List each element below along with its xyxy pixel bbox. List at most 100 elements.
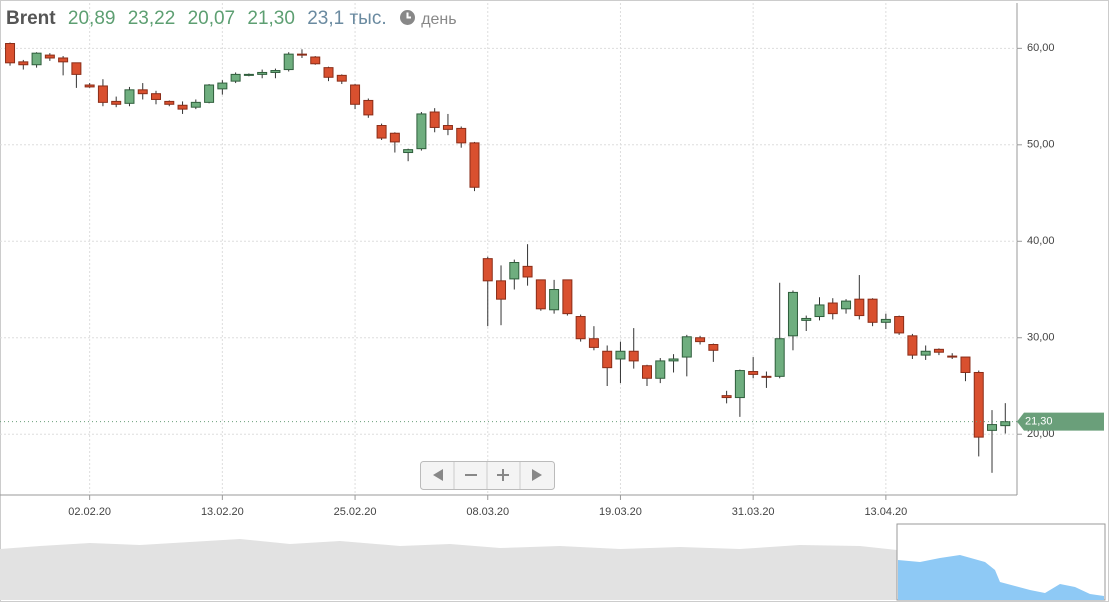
candle-body	[535, 279, 546, 310]
candle-body	[323, 67, 334, 78]
interval-icon[interactable]	[399, 9, 416, 26]
candle-body	[721, 395, 732, 399]
candle-body	[628, 350, 639, 362]
candle-body	[681, 336, 692, 358]
candle-body	[376, 125, 387, 139]
candle-body	[894, 316, 905, 334]
candle-body	[190, 101, 201, 108]
candle-body	[602, 350, 613, 369]
candle-body	[270, 70, 281, 73]
candle-body	[336, 74, 347, 82]
candle-body	[827, 302, 838, 315]
navigator-selection	[898, 555, 1104, 600]
candle-body	[164, 100, 175, 105]
candle-body	[867, 298, 878, 323]
candle-body	[296, 53, 307, 56]
candle-body	[641, 365, 652, 379]
candle-body	[137, 89, 148, 95]
candle-body	[668, 358, 679, 362]
candle-body	[973, 371, 984, 438]
candle-body	[615, 350, 626, 360]
scroll-left-button[interactable]	[433, 469, 443, 481]
candle-body	[522, 265, 533, 278]
y-tick-label: 40,00	[1027, 235, 1055, 247]
candle-body	[429, 111, 440, 128]
y-tick-label: 60,00	[1027, 42, 1055, 54]
candle-body	[482, 258, 493, 282]
last-price-label: 21,30	[1025, 416, 1053, 428]
navigator-area	[0, 539, 897, 600]
candle-body	[363, 99, 374, 116]
symbol: Brent	[6, 8, 56, 29]
candle-body	[58, 57, 69, 63]
candle-body	[243, 73, 254, 76]
candle-body	[416, 113, 427, 150]
candle-body	[84, 84, 95, 88]
candle-body	[283, 53, 294, 71]
candle-body	[310, 56, 321, 65]
candle-body	[734, 370, 745, 399]
candle-body	[456, 127, 467, 144]
last-price-tag	[1017, 412, 1104, 431]
candle-body	[960, 356, 971, 373]
volume: 23,1 тыс.	[307, 8, 387, 29]
candle-body	[389, 132, 400, 143]
candle-body	[907, 335, 918, 356]
interval[interactable]: день	[421, 11, 457, 28]
candle-body	[18, 61, 29, 66]
candle-body	[801, 317, 812, 321]
candle-body	[841, 300, 852, 310]
high-value: 23,22	[127, 8, 176, 29]
candle-body	[987, 424, 998, 431]
candle-body	[350, 84, 361, 105]
candle-body	[44, 54, 55, 59]
candle-body	[230, 73, 241, 82]
x-tick-label: 19.03.20	[599, 506, 642, 518]
candle-body	[549, 289, 560, 311]
x-tick-label: 02.02.20	[68, 506, 111, 518]
candle-body	[31, 52, 42, 66]
low-value: 20,07	[187, 8, 236, 29]
candle-body	[947, 355, 958, 358]
candle-body	[257, 71, 268, 75]
candle-body	[403, 149, 414, 154]
candle-body	[787, 291, 798, 337]
candle-body	[761, 375, 772, 378]
candle-body	[204, 84, 215, 103]
candle-body	[97, 85, 108, 103]
candle-body	[5, 43, 16, 64]
candle-body	[655, 360, 666, 379]
candle-body	[124, 89, 135, 104]
candle-body	[695, 337, 706, 343]
candle-body	[748, 371, 759, 375]
scroll-right-button[interactable]	[532, 469, 542, 481]
x-tick-label: 25.02.20	[334, 506, 377, 518]
zoom-out-button[interactable]	[465, 474, 477, 476]
y-tick-label: 50,00	[1027, 139, 1055, 151]
x-tick-label: 13.04.20	[864, 506, 907, 518]
y-tick-label: 20,00	[1027, 428, 1055, 440]
candle-body	[151, 93, 162, 100]
close-value: 21,30	[247, 8, 295, 29]
candle-body	[177, 104, 188, 110]
candle-body	[880, 318, 891, 323]
zoom-controls	[420, 461, 555, 490]
candle-body	[111, 100, 122, 105]
candle-body	[814, 304, 825, 318]
x-tick-label: 13.02.20	[201, 506, 244, 518]
candle-body	[71, 62, 82, 75]
candle-body	[496, 280, 507, 300]
candle-body	[1000, 421, 1011, 427]
candle-body	[774, 338, 785, 377]
candle-body	[469, 142, 480, 188]
candle-body	[217, 82, 228, 90]
candle-body	[509, 262, 520, 280]
open-value: 20,89	[67, 8, 116, 29]
candle-body	[588, 338, 599, 348]
header: Brent 20,89 23,22 20,07 21,30 23,1 тыс. …	[6, 8, 464, 30]
candle-body	[442, 125, 453, 130]
zoom-in-button[interactable]	[497, 469, 509, 481]
